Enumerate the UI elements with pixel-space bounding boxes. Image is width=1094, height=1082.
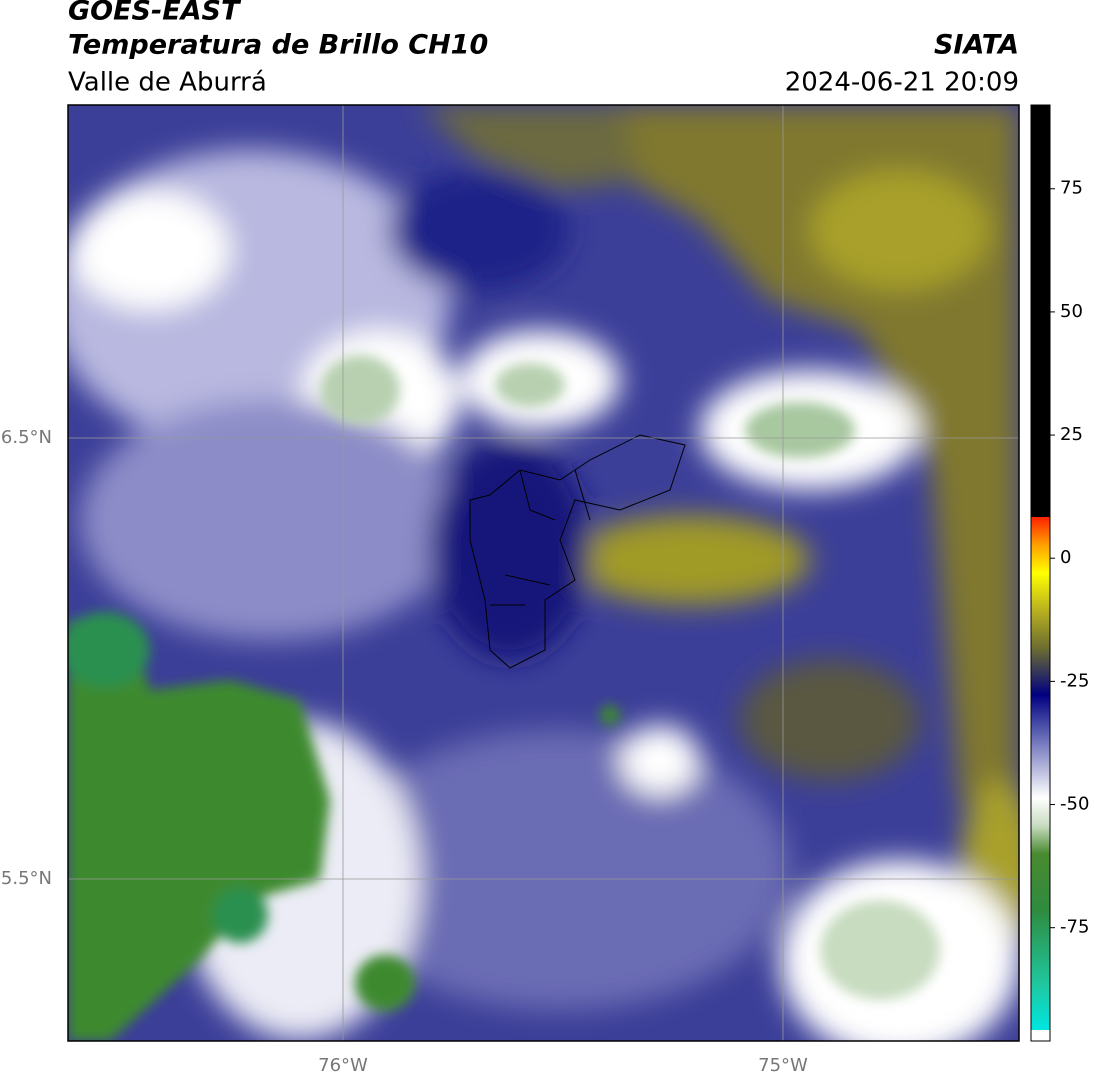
lat-label: 6.5°N [1,427,52,448]
colorbar-tick-label: 75 [1060,178,1083,199]
graticule [68,105,1019,1041]
title: GOES-EAST [68,0,242,27]
satellite-image [68,105,1019,1041]
colorbar-tick-label: -50 [1060,794,1089,815]
colorbar: 75 50 25 0 -25 -50 -75 [1030,104,1089,1042]
colorbar-tick-label: -25 [1060,670,1089,691]
map-frame [67,104,1020,1042]
region: Valle de Aburrá [68,68,267,98]
agency: SIATA [934,30,1019,61]
subtitle: Temperatura de Brillo CH10 [68,30,488,61]
lat-label: 5.5°N [1,868,52,889]
colorbar-tick-label: 25 [1060,424,1083,445]
datetime: 2024-06-21 20:09 [785,68,1019,98]
colorbar-tick-label: -75 [1060,917,1089,938]
lon-label: 75°W [758,1055,808,1076]
lon-label: 76°W [318,1055,368,1076]
colorbar-tick-label: 0 [1060,547,1071,568]
colorbar-tick-label: 50 [1060,301,1083,322]
colorbar-scale [1030,104,1051,1042]
